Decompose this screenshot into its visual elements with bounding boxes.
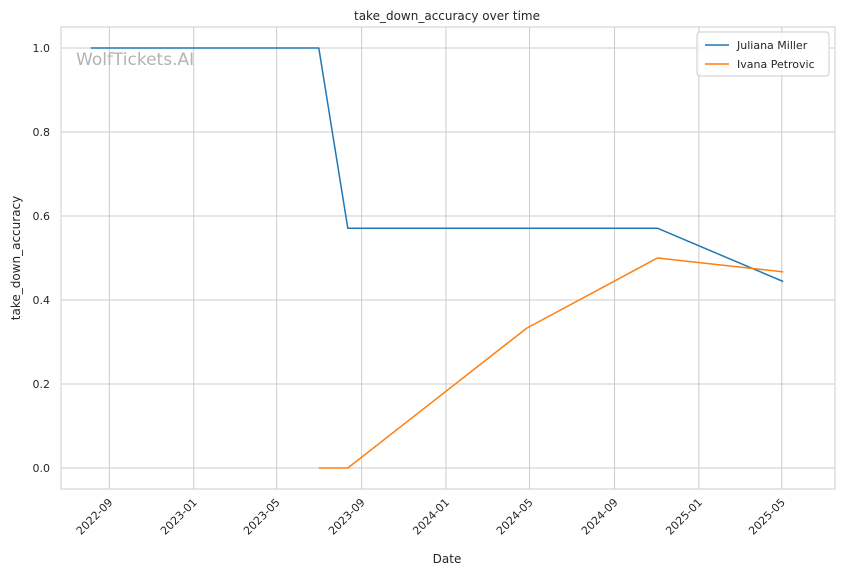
legend: Juliana Miller Ivana Petrovic xyxy=(696,31,830,77)
legend-label-juliana-miller: Juliana Miller xyxy=(736,39,808,52)
x-tick-label: 2023-05 xyxy=(241,496,283,538)
y-ticks: 0.0 0.2 0.4 0.6 0.8 1.0 xyxy=(33,42,51,475)
x-tick-label: 2023-09 xyxy=(326,496,368,538)
x-tick-label: 2024-05 xyxy=(494,496,536,538)
x-tick-label: 2025-05 xyxy=(746,496,788,538)
x-ticks: 2022-09 2023-01 2023-05 2023-09 2024-01 2024-… xyxy=(74,496,788,538)
x-tick-label: 2022-09 xyxy=(74,496,116,538)
y-axis-label: take_down_accuracy xyxy=(9,196,23,320)
grid xyxy=(61,27,835,489)
legend-label-ivana-petrovic: Ivana Petrovic xyxy=(737,58,815,71)
x-tick-label: 2023-01 xyxy=(158,496,200,538)
plot-frame xyxy=(60,26,836,490)
series-layer xyxy=(90,47,784,469)
legend-box xyxy=(696,31,830,77)
series-line-juliana-miller xyxy=(90,47,784,283)
watermark: WolfTickets.AI xyxy=(76,50,194,70)
x-tick-label: 2025-01 xyxy=(663,496,705,538)
y-tick-label: 0.2 xyxy=(33,378,51,391)
y-tick-label: 0.0 xyxy=(33,462,51,475)
x-tick-label: 2024-09 xyxy=(579,496,621,538)
y-tick-label: 0.8 xyxy=(33,126,51,139)
series-line-ivana-petrovic xyxy=(318,257,784,469)
x-axis-label: Date xyxy=(433,552,462,566)
y-tick-label: 0.4 xyxy=(33,294,51,307)
y-tick-label: 1.0 xyxy=(33,42,51,55)
chart-title: take_down_accuracy over time xyxy=(354,9,540,23)
x-tick-label: 2024-01 xyxy=(410,496,452,538)
y-tick-label: 0.6 xyxy=(33,210,51,223)
